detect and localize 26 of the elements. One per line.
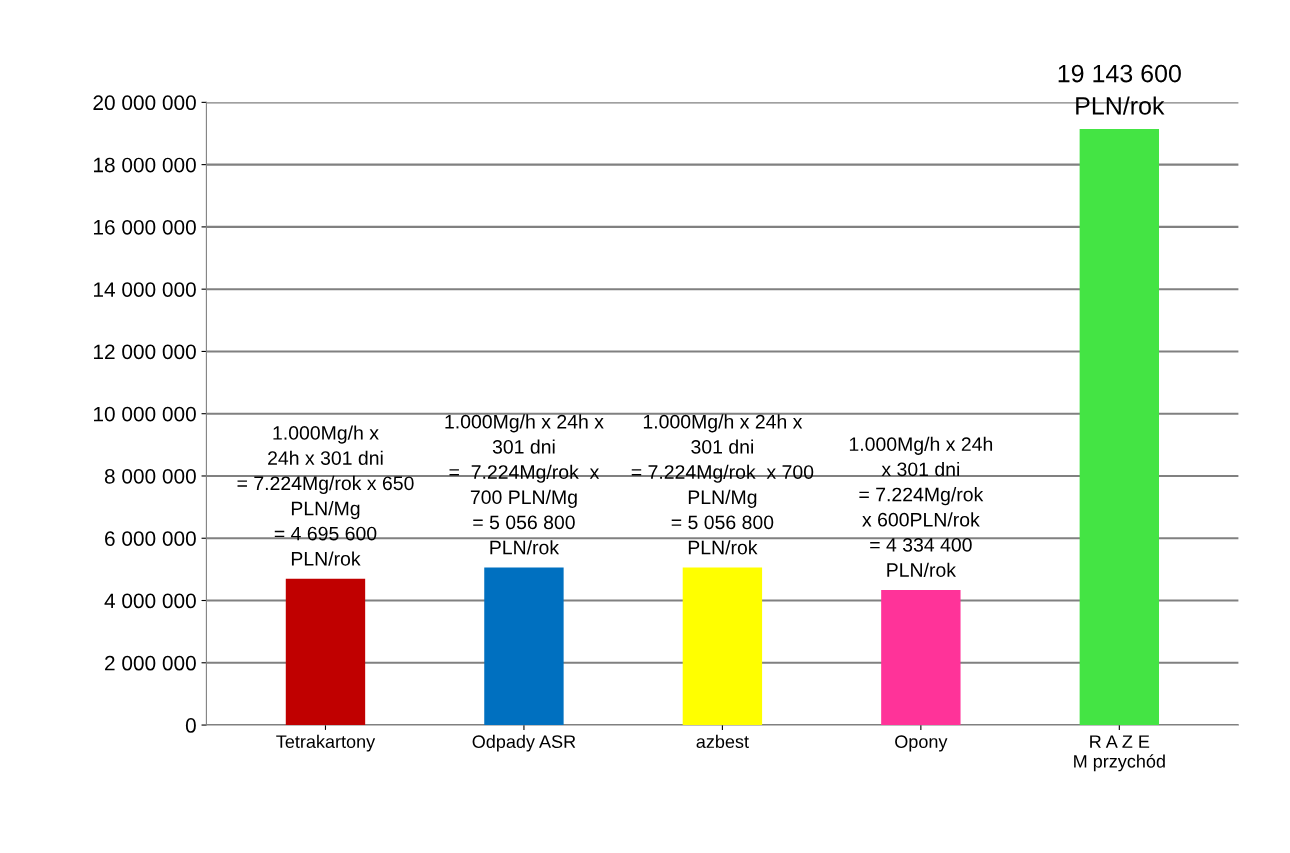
bar [881, 590, 961, 726]
y-tick-label: 10 000 000 [94, 406, 196, 422]
x-tick-label: Tetrakartony [276, 734, 376, 752]
x-tick-label: Opony [895, 735, 948, 752]
y-tick-label: 8 000 000 [104, 468, 196, 484]
data-label: 1.000Mg/h x 24h x 301 dni = 7.224Mg/rok x 700 PLN/Mg = 5 056 800 PLN/rok [631, 414, 814, 555]
data-label: 1.000Mg/h x 24h x 301 dni = 7.224Mg/rok x 700 PLN/Mg = 5 056 800 PLN/rok [445, 414, 604, 555]
y-tick-label: 6 000 000 [105, 531, 196, 546]
y-tick-label: 20 000 000 [93, 95, 196, 111]
bar [285, 578, 366, 726]
y-tick-label: 0 [185, 718, 196, 733]
bar [1079, 129, 1160, 726]
x-tick-label: azbest [696, 734, 749, 749]
data-label: 1.000Mg/h x 24h x 301 dni = 7.224Mg/rok x 600PLN/rok = 4 334 400 PLN/rok [849, 436, 993, 577]
y-tick-label: 12 000 000 [94, 344, 196, 360]
y-tick-label: 16 000 000 [94, 219, 196, 235]
bar [484, 567, 564, 726]
data-label: 1.000Mg/h x 24h x 301 dni = 7.224Mg/rok x 650 PLN/Mg = 4 695 600 PLN/rok [237, 425, 414, 566]
y-tick-label: 2 000 000 [105, 655, 196, 671]
y-tick-label: 14 000 000 [94, 282, 196, 297]
data-label: 19 143 600 PLN/rok [1058, 64, 1181, 115]
x-tick-label: Odpady ASR [472, 734, 576, 752]
y-tick-label: 4 000 000 [104, 593, 196, 609]
y-tick-label: 18 000 000 [94, 157, 196, 173]
x-tick-label: R A Z E M przychód [1074, 735, 1165, 772]
bar [682, 567, 763, 726]
